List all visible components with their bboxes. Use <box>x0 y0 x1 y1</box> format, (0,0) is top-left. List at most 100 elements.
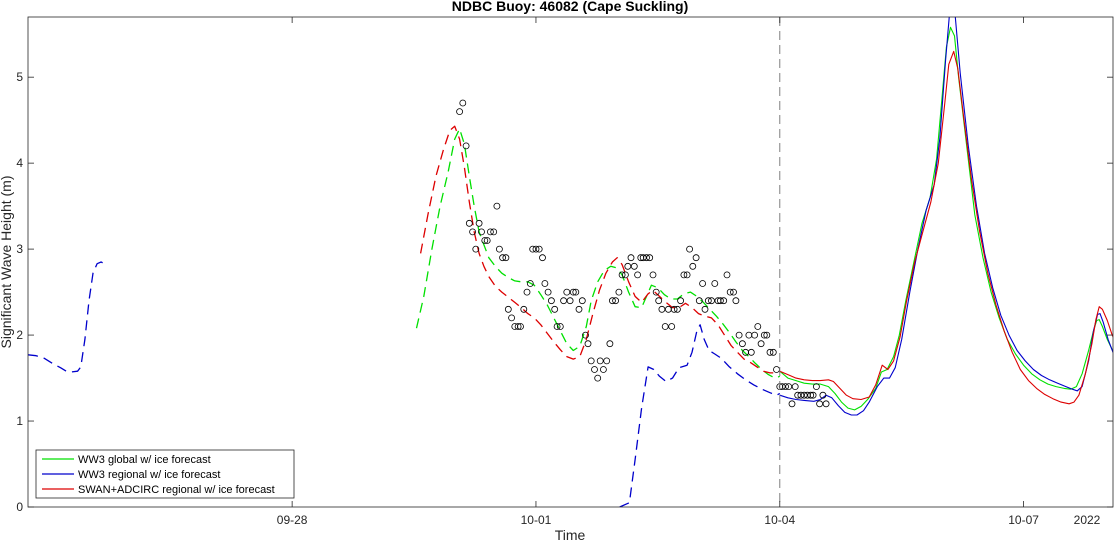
legend: WW3 global w/ ice forecast WW3 regional … <box>35 449 295 499</box>
observation-point <box>556 323 564 330</box>
observation-point <box>769 348 777 356</box>
observation-point <box>495 245 503 253</box>
observation-point <box>782 383 789 391</box>
observation-point <box>689 262 697 270</box>
observation-point <box>553 323 561 330</box>
x-tick-label: 10-07 <box>1008 513 1039 527</box>
observation-point <box>747 348 755 356</box>
observation-point <box>680 271 688 279</box>
chart-title: NDBC Buoy: 46082 (Cape Suckling) <box>452 0 689 14</box>
observation-point <box>478 228 485 236</box>
observation-point <box>643 254 650 262</box>
observation-point <box>800 391 808 399</box>
observation-point <box>566 297 574 305</box>
series-layer <box>28 17 1113 507</box>
observation-point <box>541 280 549 287</box>
observation-point <box>757 340 765 348</box>
series-swan-forecast-line <box>779 50 1113 405</box>
observation-point <box>572 288 580 296</box>
observation-point <box>575 305 583 313</box>
series-swan-hindcast-line <box>419 125 781 374</box>
observation-point <box>563 288 571 296</box>
legend-label-swan: SWAN+ADCIRC regional w/ ice forecast <box>78 484 275 496</box>
observation-point <box>472 245 480 253</box>
observation-point <box>481 237 489 244</box>
observation-point <box>535 245 543 253</box>
observation-point <box>708 297 715 305</box>
observation-point <box>816 400 823 408</box>
observation-point <box>526 280 534 287</box>
observation-point <box>618 271 626 279</box>
x-corner-year-label: 2022 <box>1074 513 1101 527</box>
observation-point <box>504 305 512 313</box>
observation-point <box>754 323 762 330</box>
observation-point <box>502 254 510 262</box>
observation-point <box>723 271 731 279</box>
legend-box <box>35 449 295 499</box>
x-tick-label: 10-01 <box>521 513 552 527</box>
series-regional-hindcast-line-1 <box>28 261 105 373</box>
observation-point <box>459 99 467 107</box>
observation-point <box>791 383 799 391</box>
observation-point <box>701 305 709 313</box>
observation-point <box>560 297 567 305</box>
observation-point <box>674 305 681 313</box>
observation-point <box>603 357 611 365</box>
observation-point <box>730 288 737 296</box>
observation-point <box>486 228 494 236</box>
observation-point <box>668 323 676 330</box>
observation-point <box>587 357 595 365</box>
observation-point <box>649 271 657 279</box>
observation-point <box>508 314 516 322</box>
observation-point <box>794 391 802 399</box>
observation-point <box>569 288 577 296</box>
observation-point <box>760 331 768 339</box>
observation-point <box>551 305 559 313</box>
observation-point <box>624 262 632 270</box>
observation-point <box>652 288 660 296</box>
observation-point <box>548 297 555 305</box>
observation-point <box>591 366 598 373</box>
x-tick-label: 09-28 <box>277 513 308 527</box>
observation-point <box>788 400 796 408</box>
y-tick-label: 5 <box>16 70 23 84</box>
plot-area <box>28 17 1113 507</box>
observation-point <box>483 237 491 244</box>
observation-point <box>600 366 607 373</box>
observation-point <box>627 254 635 262</box>
series-global-hindcast-line <box>415 128 781 379</box>
observation-point <box>469 228 477 236</box>
observation-point <box>609 297 616 305</box>
observation-point <box>596 357 604 365</box>
y-tick-label: 4 <box>16 156 23 170</box>
y-tick-label: 2 <box>16 328 23 342</box>
observation-point <box>739 340 746 348</box>
y-axis-title: Significant Wave Height (m) <box>0 176 14 349</box>
y-tick-label: 3 <box>16 242 23 256</box>
observation-point <box>766 348 774 356</box>
observation-point <box>646 254 654 262</box>
observation-point <box>475 219 483 227</box>
observation-point <box>622 271 629 279</box>
observation-point <box>695 297 703 305</box>
observation-point <box>584 340 592 348</box>
observation-point <box>544 288 552 296</box>
observation-point <box>661 323 669 330</box>
observation-point <box>699 280 706 287</box>
observation-point <box>462 142 470 150</box>
y-tick-label: 0 <box>16 500 23 514</box>
observation-point <box>683 271 691 279</box>
observation-point <box>751 331 758 339</box>
observation-point <box>615 288 623 296</box>
observation-point <box>670 305 678 313</box>
observation-point <box>711 280 719 287</box>
observation-point <box>634 271 641 279</box>
observation-point <box>606 340 614 348</box>
observation-point <box>655 297 663 305</box>
observation-point <box>529 245 537 253</box>
observation-point <box>456 108 464 115</box>
observation-point <box>813 383 820 391</box>
observation-point <box>692 254 700 262</box>
observation-point <box>822 400 830 408</box>
